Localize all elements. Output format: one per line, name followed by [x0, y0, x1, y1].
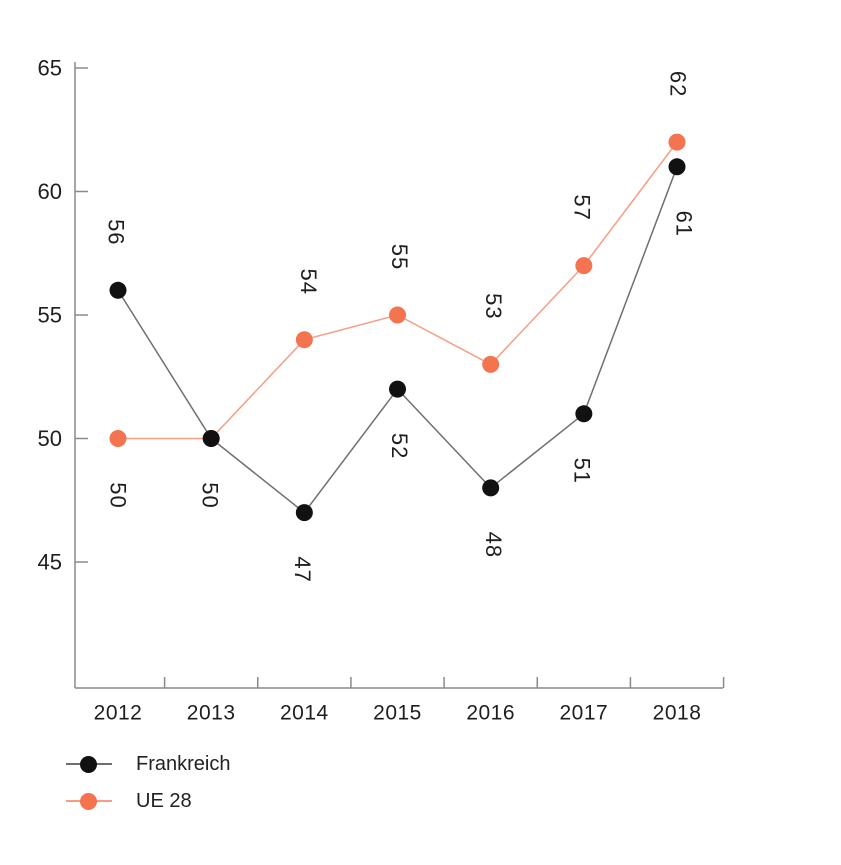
legend-label-frankreich: Frankreich [136, 752, 231, 775]
data-point-marker [295, 331, 313, 349]
x-tick-label: 2012 [94, 702, 143, 725]
y-tick-label: 45 [38, 550, 62, 575]
data-point-marker [668, 158, 686, 176]
x-tick-label: 2014 [280, 702, 329, 725]
y-tick-label: 55 [38, 303, 62, 328]
data-point-label: 53 [481, 293, 506, 319]
data-point-label: 62 [666, 71, 691, 97]
data-point-label: 50 [198, 482, 223, 508]
legend-dot-icon [80, 755, 97, 773]
data-point-marker [575, 257, 593, 275]
data-point-label: 52 [387, 433, 412, 459]
data-point-marker [482, 479, 500, 497]
data-point-label: 54 [296, 268, 321, 294]
data-point-marker [575, 405, 593, 423]
y-tick-label: 60 [38, 179, 62, 204]
data-point-marker [389, 380, 407, 398]
x-tick-label: 2013 [187, 702, 236, 725]
x-tick-label: 2018 [653, 702, 702, 725]
data-point-marker [295, 504, 313, 522]
legend-item-ue28: UE 28 [66, 789, 230, 813]
legend-item-frankreich: Frankreich [66, 752, 230, 776]
data-point-marker [668, 133, 686, 151]
legend-dot-icon [80, 792, 97, 810]
data-point-marker [202, 430, 220, 447]
legend-marker-ue28 [66, 789, 112, 813]
line-chart-svg: 65 60 55 50 45 2012 2013 2014 2015 2016 2017 2018 56… [38, 56, 725, 725]
data-point-marker [109, 430, 127, 447]
y-tick-label: 65 [38, 56, 62, 81]
x-tick-label: 2017 [559, 702, 608, 725]
data-point-label: 47 [290, 556, 315, 582]
y-tick-label: 50 [38, 426, 62, 451]
data-point-label: 61 [672, 211, 697, 237]
x-tick-label: 2016 [466, 702, 515, 725]
data-point-label: 48 [481, 532, 506, 558]
data-point-marker [482, 355, 500, 373]
legend-label-ue28: UE 28 [136, 789, 192, 812]
data-point-label: 51 [569, 458, 594, 484]
data-point-label: 57 [569, 194, 594, 220]
data-point-label: 50 [106, 482, 131, 508]
data-point-marker [109, 281, 127, 299]
data-point-label: 56 [104, 219, 129, 245]
data-point-marker [389, 306, 407, 324]
x-tick-label: 2015 [373, 702, 422, 725]
legend-marker-frankreich [66, 752, 112, 776]
legend: Frankreich UE 28 [66, 752, 230, 813]
data-point-label: 55 [387, 244, 412, 270]
